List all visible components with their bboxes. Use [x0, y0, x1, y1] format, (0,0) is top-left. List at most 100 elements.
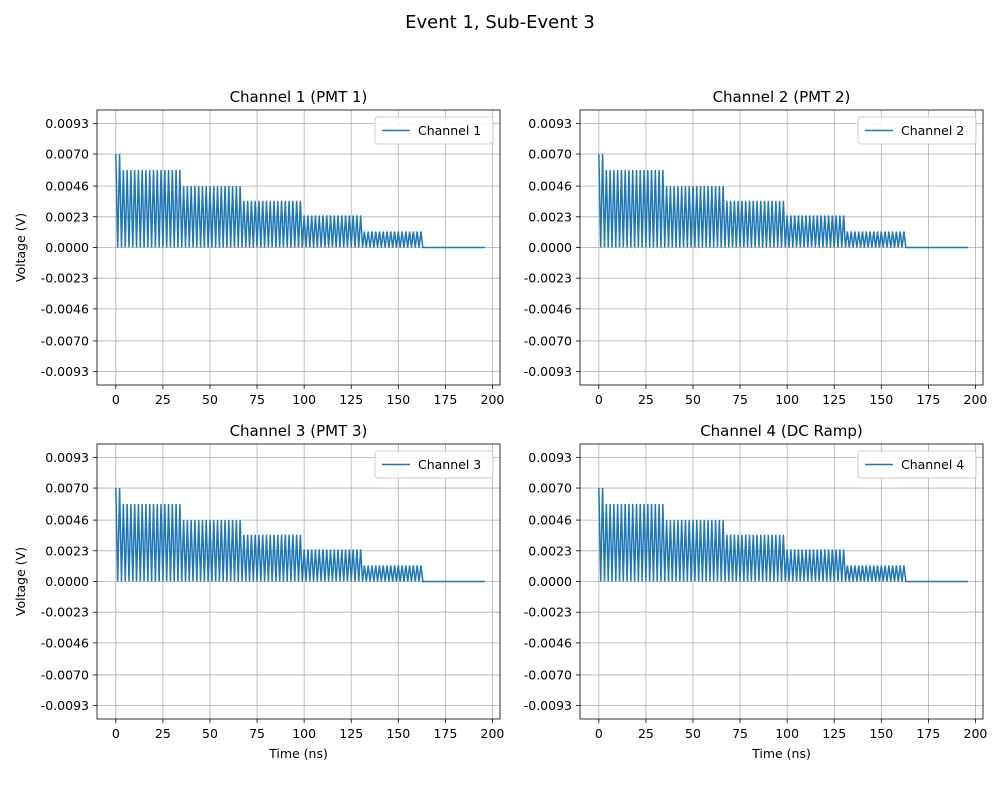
y-tick-label: 0.0023	[45, 543, 89, 558]
y-tick-label: -0.0093	[41, 698, 89, 713]
y-tick-label: -0.0070	[524, 667, 572, 682]
x-tick-label: 100	[292, 392, 316, 407]
legend: Channel 4	[857, 450, 977, 479]
x-tick-label: 100	[775, 392, 799, 407]
y-tick-label: 0.0093	[528, 116, 572, 131]
y-tick-label: 0.0070	[528, 481, 572, 496]
legend-label: Channel 3	[418, 457, 481, 472]
y-tick-label: 0.0023	[528, 543, 572, 558]
x-axis-label: Time (ns)	[268, 746, 328, 761]
x-tick-label: 25	[638, 726, 654, 741]
y-tick-label: 0.0023	[528, 209, 572, 224]
y-tick-label: -0.0046	[524, 301, 572, 316]
y-tick-label: 0.0070	[528, 147, 572, 162]
x-tick-label: 0	[112, 726, 120, 741]
y-tick-label: -0.0070	[41, 667, 89, 682]
y-axis-label: Voltage (V)	[13, 547, 28, 616]
y-tick-label: 0.0000	[528, 574, 572, 589]
x-tick-label: 100	[292, 726, 316, 741]
x-tick-label: 150	[869, 392, 893, 407]
y-tick-label: 0.0046	[528, 179, 572, 194]
series-line-2	[598, 154, 968, 249]
x-tick-label: 150	[386, 392, 410, 407]
series-line-4	[598, 488, 968, 583]
y-tick-label: 0.0093	[45, 116, 89, 131]
y-tick-label: -0.0046	[41, 635, 89, 650]
legend-label: Channel 4	[901, 457, 964, 472]
legend: Channel 2	[857, 116, 977, 145]
y-tick-label: 0.0000	[528, 240, 572, 255]
x-tick-label: 150	[386, 726, 410, 741]
x-tick-label: 125	[339, 392, 363, 407]
x-tick-label: 175	[433, 726, 457, 741]
y-tick-label: 0.0000	[45, 574, 89, 589]
legend: Channel 3	[374, 450, 494, 479]
y-tick-label: -0.0023	[41, 271, 89, 286]
x-tick-label: 150	[869, 726, 893, 741]
y-tick-label: 0.0070	[45, 147, 89, 162]
legend-box	[857, 116, 977, 145]
x-tick-label: 0	[595, 392, 603, 407]
y-tick-label: 0.0046	[45, 513, 89, 528]
legend-box	[374, 450, 494, 479]
x-axis-label: Time (ns)	[751, 746, 811, 761]
x-tick-label: 175	[433, 392, 457, 407]
y-tick-label: -0.0070	[524, 333, 572, 348]
x-tick-label: 25	[638, 392, 654, 407]
x-tick-label: 200	[481, 392, 505, 407]
series-line-1	[115, 154, 485, 249]
x-tick-label: 50	[202, 726, 218, 741]
x-tick-label: 175	[916, 392, 940, 407]
y-tick-label: -0.0070	[41, 333, 89, 348]
x-tick-label: 75	[249, 392, 265, 407]
x-tick-label: 200	[481, 726, 505, 741]
y-tick-label: 0.0070	[45, 481, 89, 496]
y-tick-label: 0.0000	[45, 240, 89, 255]
x-tick-label: 75	[732, 726, 748, 741]
x-tick-label: 175	[916, 726, 940, 741]
x-tick-label: 50	[685, 392, 701, 407]
x-tick-label: 125	[822, 726, 846, 741]
x-tick-label: 100	[775, 726, 799, 741]
y-tick-label: 0.0093	[528, 450, 572, 465]
subplot-title: Channel 2 (PMT 2)	[713, 88, 851, 106]
x-tick-label: 0	[112, 392, 120, 407]
x-tick-label: 200	[964, 392, 988, 407]
legend-box	[374, 116, 494, 145]
y-axis-label: Voltage (V)	[13, 213, 28, 282]
y-tick-label: -0.0023	[524, 271, 572, 286]
legend: Channel 1	[374, 116, 494, 145]
subplot-4: 0 25 50 75 100 125 150 175 200 -0.0093 -0.0070 -0.0…	[524, 422, 988, 761]
y-tick-label: -0.0023	[41, 605, 89, 620]
x-tick-label: 50	[202, 392, 218, 407]
legend-box	[857, 450, 977, 479]
y-tick-label: -0.0093	[524, 364, 572, 379]
y-tick-label: 0.0023	[45, 209, 89, 224]
subplot-1: 0 25 50 75 100 125 150 175 200 -0.0093 -0.0070 -0.0…	[13, 88, 504, 407]
y-tick-label: -0.0093	[41, 364, 89, 379]
y-tick-label: -0.0046	[41, 301, 89, 316]
y-tick-label: -0.0093	[524, 698, 572, 713]
legend-label: Channel 1	[418, 123, 481, 138]
x-tick-label: 25	[155, 726, 171, 741]
x-tick-label: 125	[339, 726, 363, 741]
subplot-2: 0 25 50 75 100 125 150 175 200 -0.0093 -0.0070 -0.0…	[524, 88, 988, 407]
series-line-3	[115, 488, 485, 583]
subplot-title: Channel 4 (DC Ramp)	[700, 422, 863, 440]
figure-title: Event 1, Sub-Event 3	[405, 12, 595, 33]
subplot-title: Channel 1 (PMT 1)	[230, 88, 368, 106]
x-tick-label: 75	[249, 726, 265, 741]
y-tick-label: -0.0046	[524, 635, 572, 650]
x-tick-label: 0	[595, 726, 603, 741]
y-tick-label: 0.0046	[45, 179, 89, 194]
x-tick-label: 75	[732, 392, 748, 407]
x-tick-label: 50	[685, 726, 701, 741]
x-tick-label: 125	[822, 392, 846, 407]
y-tick-label: 0.0046	[528, 513, 572, 528]
subplot-title: Channel 3 (PMT 3)	[230, 422, 368, 440]
y-tick-label: -0.0023	[524, 605, 572, 620]
x-tick-label: 25	[155, 392, 171, 407]
subplot-3: 0 25 50 75 100 125 150 175 200 -0.0093 -0.0070 -0.0…	[13, 422, 504, 761]
